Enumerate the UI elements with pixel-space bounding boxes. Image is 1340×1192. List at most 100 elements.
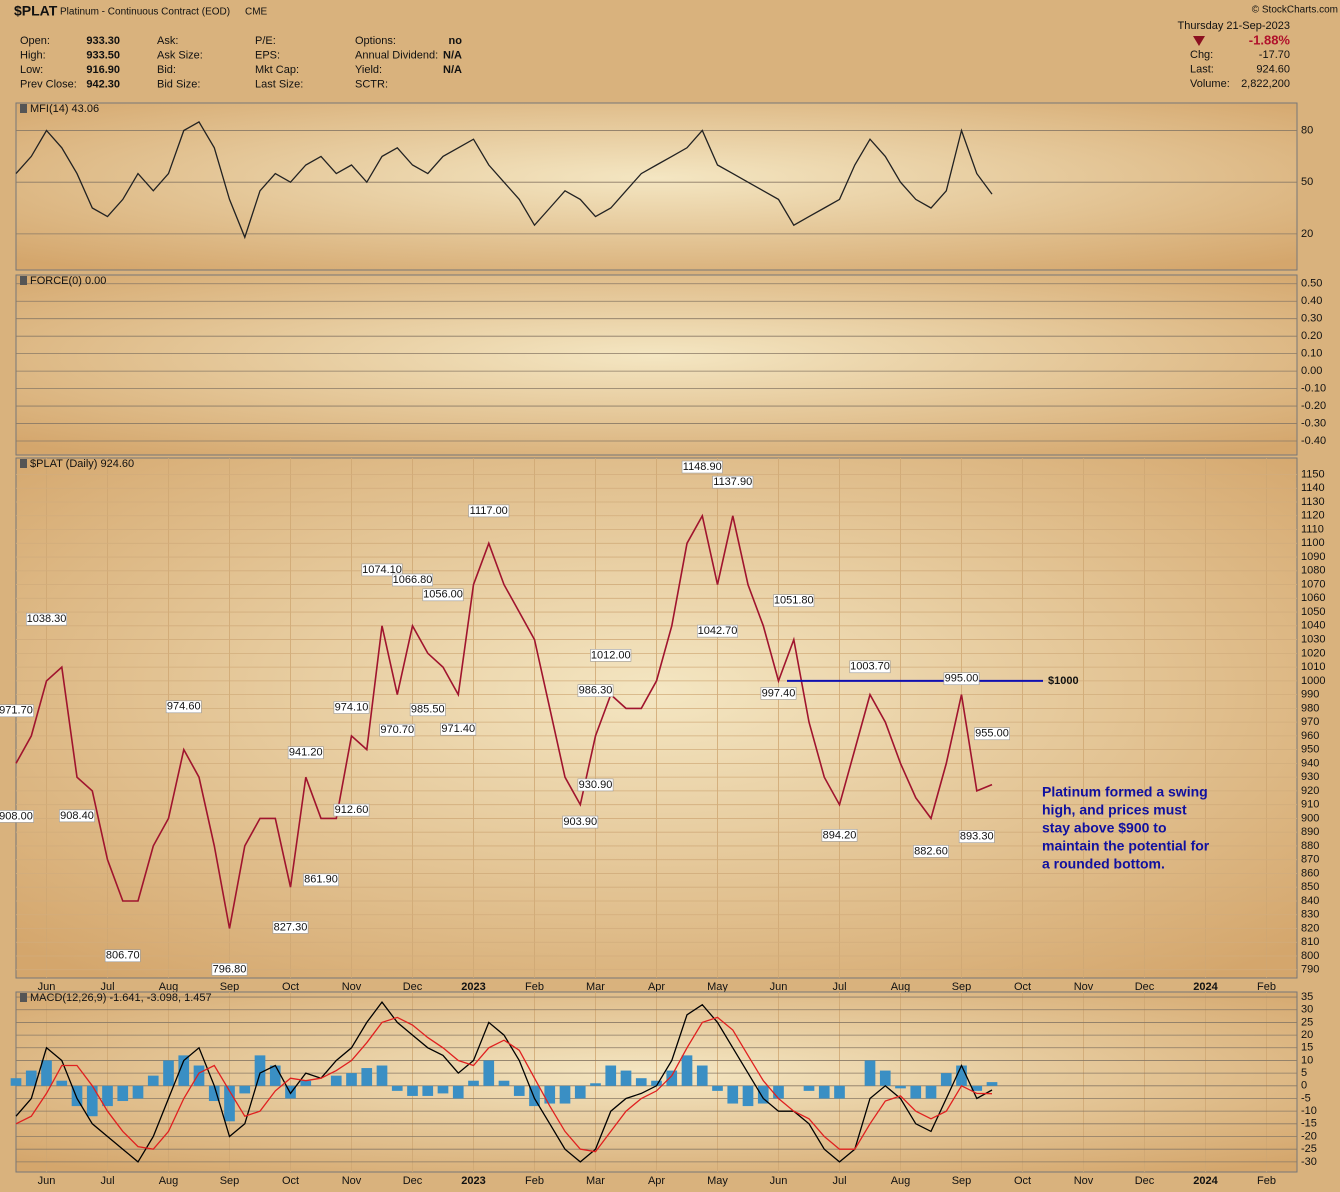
y-tick-label: 1010: [1301, 661, 1325, 673]
x-tick-label: Jun: [770, 981, 788, 993]
y-tick-label: 870: [1301, 854, 1319, 866]
price-label-box: [303, 873, 339, 887]
price-label-box: [165, 700, 202, 714]
price-label: 903.90: [563, 816, 597, 828]
histogram-bar: [468, 1080, 479, 1086]
histogram-bar: [41, 1060, 52, 1086]
y-tick-label: 1000: [1301, 675, 1325, 687]
quote-value: 933.30: [86, 35, 120, 47]
title-icon: [20, 459, 27, 468]
price-label: 986.30: [579, 685, 613, 697]
instrument-name: Platinum - Continuous Contract (EOD): [60, 7, 230, 18]
title-icon: [20, 104, 27, 113]
histogram-bar: [742, 1085, 754, 1107]
callout-text: a rounded bottom.: [1042, 856, 1165, 872]
y-tick-label: 860: [1301, 867, 1319, 879]
x-tick-label: 2023: [461, 981, 485, 993]
price-label-box: [440, 722, 477, 736]
price-label: 1148.90: [683, 461, 722, 473]
histogram-bar: [605, 1065, 617, 1086]
price-label-box: [849, 660, 891, 674]
price-label: 930.90: [579, 779, 613, 791]
histogram-bar: [208, 1085, 220, 1102]
price-label-box: [409, 703, 446, 717]
price-label: 1066.80: [393, 574, 433, 586]
price-label-box: [272, 921, 309, 934]
panel-title: $PLAT (Daily) 924.60: [30, 458, 134, 470]
histogram-bar: [117, 1085, 129, 1102]
price-label: 1074.10: [362, 564, 402, 576]
histogram-bar: [86, 1085, 98, 1117]
x-tick-label: Mar: [586, 1175, 605, 1187]
price-label: 806.70: [106, 950, 140, 962]
histogram-bar: [71, 1085, 83, 1107]
x-tick-label: Jun: [38, 1175, 56, 1187]
histogram-bar: [224, 1085, 235, 1122]
exchange: CME: [245, 7, 268, 18]
y-tick-label: 0.00: [1301, 365, 1322, 377]
quote-value: 2,822,200: [1241, 78, 1290, 90]
price-label-box: [333, 701, 370, 714]
x-tick-label: Feb: [525, 981, 544, 993]
price-label-box: [562, 815, 599, 829]
price-label: 1137.90: [713, 476, 752, 488]
histogram-bar: [879, 1070, 891, 1086]
change-pct: -1.88%: [1249, 32, 1291, 47]
quote-label: Last:: [1190, 63, 1214, 75]
x-tick-label: Aug: [159, 1175, 179, 1187]
price-label: 861.90: [304, 874, 338, 886]
price-label-box: [391, 573, 433, 587]
histogram-bar: [696, 1065, 708, 1086]
price-label-box: [943, 672, 980, 686]
price-label-box: [712, 475, 754, 489]
price-label-box: [361, 563, 403, 577]
y-tick-label: 900: [1301, 812, 1319, 824]
y-tick-label: 25: [1301, 1016, 1313, 1028]
histogram-bar: [940, 1073, 952, 1086]
y-tick-label: 0.50: [1301, 278, 1322, 290]
y-tick-label: 30: [1301, 1004, 1313, 1016]
y-tick-label: 790: [1301, 964, 1319, 976]
histogram-bar: [910, 1085, 922, 1099]
callout-text: stay above $900 to: [1042, 820, 1167, 836]
y-tick-label: 970: [1301, 716, 1319, 728]
y-tick-label: 800: [1301, 950, 1319, 962]
y-tick-label: 1020: [1301, 647, 1325, 659]
x-tick-label: Sep: [220, 981, 240, 993]
panel: [15, 102, 1298, 271]
histogram-bar: [925, 1085, 937, 1099]
price-label-box: [577, 778, 614, 792]
histogram-bar: [986, 1082, 998, 1086]
y-tick-label: 1030: [1301, 633, 1325, 645]
price-label-box: [59, 809, 95, 823]
y-tick-label: 840: [1301, 895, 1319, 907]
x-tick-label: Nov: [1074, 1175, 1094, 1187]
histogram-bar: [956, 1065, 967, 1086]
x-tick-label: Jun: [38, 981, 56, 993]
histogram-bar: [727, 1085, 739, 1104]
price-label: 974.10: [335, 701, 369, 713]
callout-text: high, and prices must: [1042, 802, 1187, 818]
series-line: [15, 1001, 993, 1163]
quote-value: 924.60: [1256, 63, 1290, 75]
histogram-bar: [132, 1085, 144, 1099]
price-label-box: [0, 810, 34, 823]
x-tick-label: Apr: [648, 981, 665, 993]
histogram-bar: [376, 1065, 388, 1086]
title-icon: [20, 993, 27, 1002]
quote-value: no: [449, 35, 463, 47]
series-line: [15, 1016, 993, 1153]
x-tick-label: 2024: [1193, 1175, 1218, 1187]
histogram-bar: [102, 1085, 113, 1107]
y-tick-label: -0.30: [1301, 417, 1326, 429]
x-tick-label: Dec: [403, 1175, 423, 1187]
quote-label: High:: [20, 49, 46, 61]
price-label-box: [773, 594, 815, 607]
y-tick-label: -20: [1301, 1130, 1317, 1142]
quote-value: 916.90: [86, 64, 120, 76]
price-label: 971.70: [0, 705, 33, 717]
price-label-box: [696, 624, 738, 638]
price-label: 985.50: [411, 704, 445, 716]
y-tick-label: 1150: [1301, 468, 1325, 480]
quote-label: P/E:: [255, 35, 276, 47]
